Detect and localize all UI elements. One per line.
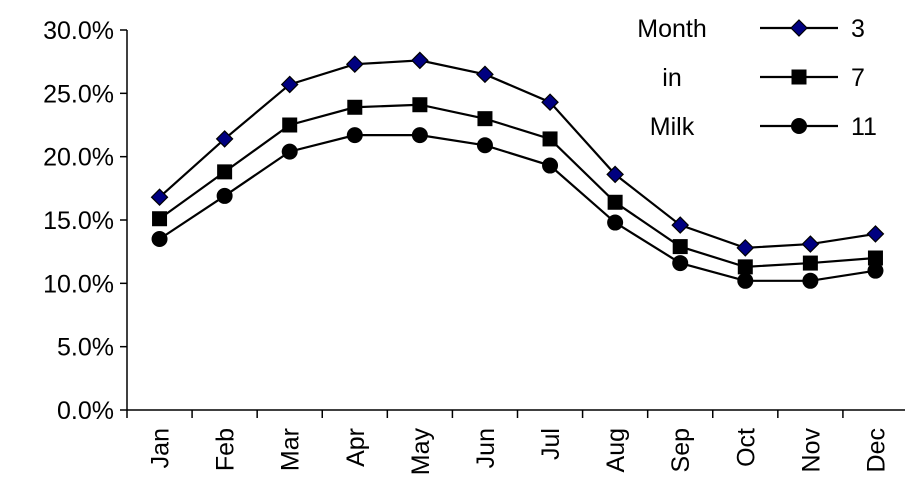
y-tick-label: 15.0%: [43, 207, 114, 235]
data-point: [151, 231, 168, 247]
legend: Month in Milk 3 7 11: [637, 15, 877, 141]
data-point: [282, 117, 298, 133]
data-point: [216, 187, 233, 204]
data-point: [152, 211, 168, 227]
data-point: [215, 130, 234, 148]
data-point: [607, 214, 624, 231]
series-line: [158, 134, 876, 282]
data-point: [606, 165, 624, 184]
legend-title-line: Month: [637, 15, 706, 43]
x-tick-label: Sep: [667, 428, 695, 472]
series-3: [150, 51, 885, 257]
data-point: [345, 55, 364, 74]
legend-title-line: in: [662, 64, 681, 92]
series-7: [152, 97, 883, 275]
data-point: [476, 65, 494, 84]
x-tick-label: Jul: [537, 428, 565, 460]
legend-marker: [791, 69, 807, 85]
data-point: [411, 127, 428, 144]
data-point: [411, 51, 429, 70]
y-tick-label: 10.0%: [43, 270, 114, 298]
x-tick-label: Oct: [732, 428, 760, 467]
legend-label: 11: [851, 113, 877, 141]
legend-label: 3: [851, 15, 865, 43]
data-point: [867, 250, 883, 266]
data-point: [672, 239, 688, 255]
x-tick-label: Nov: [797, 428, 825, 473]
legend-label: 7: [851, 64, 865, 92]
x-tick-label: Aug: [602, 428, 630, 472]
x-tick-label: Jun: [472, 428, 500, 468]
data-point: [737, 272, 754, 289]
data-point: [542, 131, 558, 147]
data-point: [607, 194, 623, 210]
data-point: [346, 127, 363, 144]
legend-marker: [790, 19, 808, 37]
data-point: [672, 255, 689, 272]
legend-marker: [791, 118, 807, 134]
x-tick-label: May: [407, 428, 435, 476]
legend-item-3: 3: [760, 15, 865, 43]
data-point: [671, 216, 690, 234]
x-axis-ticks: Jan Feb Mar Apr May Jun Jul Aug Sep Oct Nov Dec: [126, 410, 890, 476]
y-axis-ticks: 0.0% 5.0% 10.0% 15.0% 20.0% 25.0% 30.0%: [43, 17, 127, 425]
data-point: [867, 262, 884, 279]
data-point: [736, 239, 755, 257]
data-point: [476, 137, 493, 154]
series-11: [151, 127, 884, 289]
x-tick-label: Jan: [147, 428, 175, 468]
data-point: [737, 259, 753, 275]
series-layer: [150, 51, 885, 289]
series-line: [158, 103, 876, 268]
data-point: [802, 255, 818, 271]
y-tick-label: 20.0%: [43, 144, 114, 172]
y-tick-label: 0.0%: [57, 397, 114, 425]
x-tick-label: Apr: [342, 428, 370, 467]
y-tick-label: 30.0%: [43, 17, 114, 45]
legend-title-line: Milk: [650, 113, 695, 141]
data-point: [801, 235, 820, 253]
x-tick-label: Mar: [277, 428, 305, 471]
x-tick-label: Feb: [212, 428, 240, 471]
legend-item-7: 7: [760, 64, 865, 92]
x-tick-label: Dec: [862, 428, 890, 472]
data-point: [217, 164, 233, 180]
data-point: [150, 188, 169, 207]
y-tick-label: 5.0%: [57, 334, 114, 362]
data-point: [280, 75, 299, 94]
legend-item-11: 11: [760, 113, 877, 141]
data-point: [866, 225, 885, 243]
data-point: [802, 272, 819, 289]
data-point: [347, 99, 363, 115]
y-tick-label: 25.0%: [43, 80, 114, 108]
data-point: [281, 143, 298, 160]
data-point: [412, 97, 428, 113]
series-line: [158, 59, 876, 249]
data-point: [477, 111, 493, 127]
data-point: [542, 157, 559, 174]
data-point: [541, 93, 559, 112]
